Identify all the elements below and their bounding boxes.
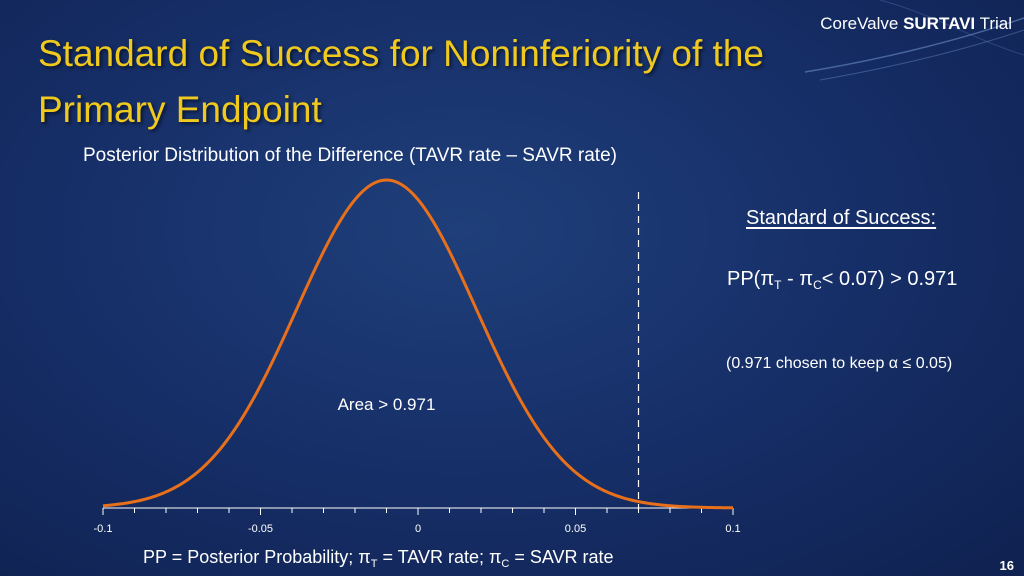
chart-subtitle: Posterior Distribution of the Difference… (83, 145, 617, 166)
x-tick-label: 0.05 (565, 523, 586, 535)
standard-formula: PP(πT - πC< 0.07) > 0.971 (727, 268, 958, 292)
density-curve (102, 178, 734, 510)
x-tick-label: -0.1 (94, 523, 113, 535)
x-tick-label: 0 (415, 523, 421, 535)
brand-bold: SURTAVI (903, 14, 976, 33)
x-tick-label: 0.1 (725, 523, 740, 535)
standard-heading: Standard of Success: (746, 207, 937, 229)
slide-title: Standard of Success for Noninferiority o… (38, 33, 764, 130)
brand-prefix: CoreValve (820, 14, 904, 33)
area-annotation: Area > 0.971 (338, 395, 436, 414)
brand-suffix: Trial (975, 14, 1012, 33)
brand-logo: CoreValve SURTAVI Trial (820, 14, 1012, 34)
standard-note: (0.971 chosen to keep α ≤ 0.05) (726, 355, 953, 372)
footnote: PP = Posterior Probability; πT = TAVR ra… (143, 547, 614, 570)
x-tick-label: -0.05 (248, 523, 273, 535)
page-number: 16 (999, 558, 1014, 573)
